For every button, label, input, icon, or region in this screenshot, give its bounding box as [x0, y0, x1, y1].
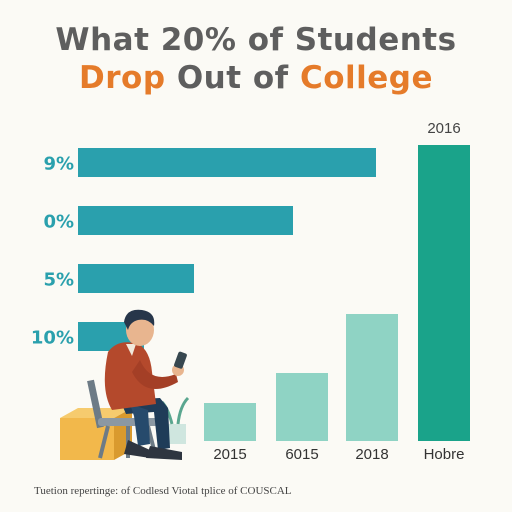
student-illustration [60, 309, 190, 460]
vbar-3 [418, 145, 470, 441]
hbar-1 [78, 206, 293, 235]
hbar-label-1: 0% [43, 212, 74, 233]
horizontal-bar-labels: 9% 0% 5% 10% [31, 154, 74, 349]
vbar-label-2: 2018 [355, 446, 388, 463]
vertical-bar-group [204, 145, 470, 441]
title-word-college: College [299, 60, 433, 96]
chart-footnote: Tuetion repertinge: of Codlesd Viotal tp… [34, 485, 292, 497]
vbar-label-1: 6015 [285, 446, 318, 463]
vbar-label-0: 2015 [213, 446, 246, 463]
hbar-0 [78, 148, 376, 177]
hbar-label-0: 9% [43, 154, 74, 175]
vertical-bar-labels: 2015 6015 2018 Hobre 2016 [213, 120, 464, 463]
hbar-2 [78, 264, 194, 293]
vbar-annotation: 2016 [427, 120, 460, 137]
title-text-out-of: Out of [165, 60, 300, 96]
hbar-label-3: 10% [31, 328, 74, 349]
phone-icon [174, 351, 187, 369]
hbar-label-2: 5% [43, 270, 74, 291]
horizontal-bar-group [78, 148, 376, 351]
chart-title-line-2: Drop Out of College [0, 60, 512, 96]
title-text-1: What 20% of Students [55, 22, 457, 58]
vbar-1 [276, 373, 328, 441]
title-word-drop: Drop [79, 60, 166, 96]
vbar-0 [204, 403, 256, 441]
chart-title-line-1: What 20% of Students [0, 22, 512, 58]
vbar-2 [346, 314, 398, 441]
vbar-label-3: Hobre [424, 446, 465, 463]
